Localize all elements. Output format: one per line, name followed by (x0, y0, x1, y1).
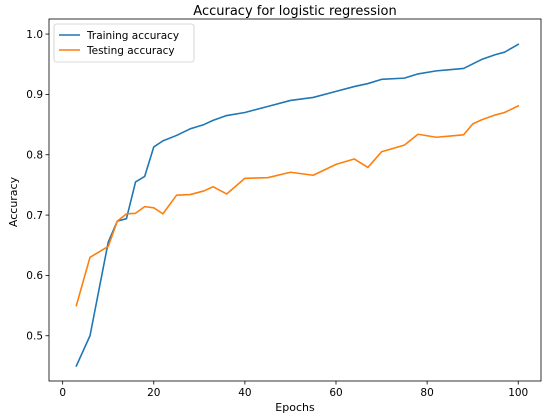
x-tick-label: 60 (329, 387, 342, 399)
y-axis-label: Accuracy (7, 176, 20, 227)
y-tick-label: 0.6 (26, 270, 43, 282)
y-tick-label: 0.5 (26, 331, 43, 343)
x-tick-label: 80 (420, 387, 433, 399)
x-tick-label: 100 (508, 387, 528, 399)
series-line-testing (75, 104, 520, 307)
x-axis-label: Epochs (275, 401, 315, 414)
y-tick-label: 0.7 (26, 210, 43, 222)
x-tick-label: 0 (59, 387, 66, 399)
chart-title: Accuracy for logistic regression (193, 4, 396, 19)
legend-label-testing: Testing accuracy (86, 45, 175, 57)
legend-label-training: Training accuracy (86, 30, 179, 42)
plot-area: 0 20 40 60 80 100 0.5 0.6 0.7 0.8 0.9 1.0 Training a… (26, 18, 542, 399)
y-tick-label: 0.9 (26, 89, 43, 101)
series-line-training (75, 43, 520, 367)
legend-box (53, 23, 195, 63)
x-tick-label: 20 (147, 387, 160, 399)
axes-frame (48, 18, 542, 382)
y-tick-label: 0.8 (26, 150, 43, 162)
y-tick-label: 1.0 (26, 29, 43, 41)
x-tick-label: 40 (238, 387, 251, 399)
